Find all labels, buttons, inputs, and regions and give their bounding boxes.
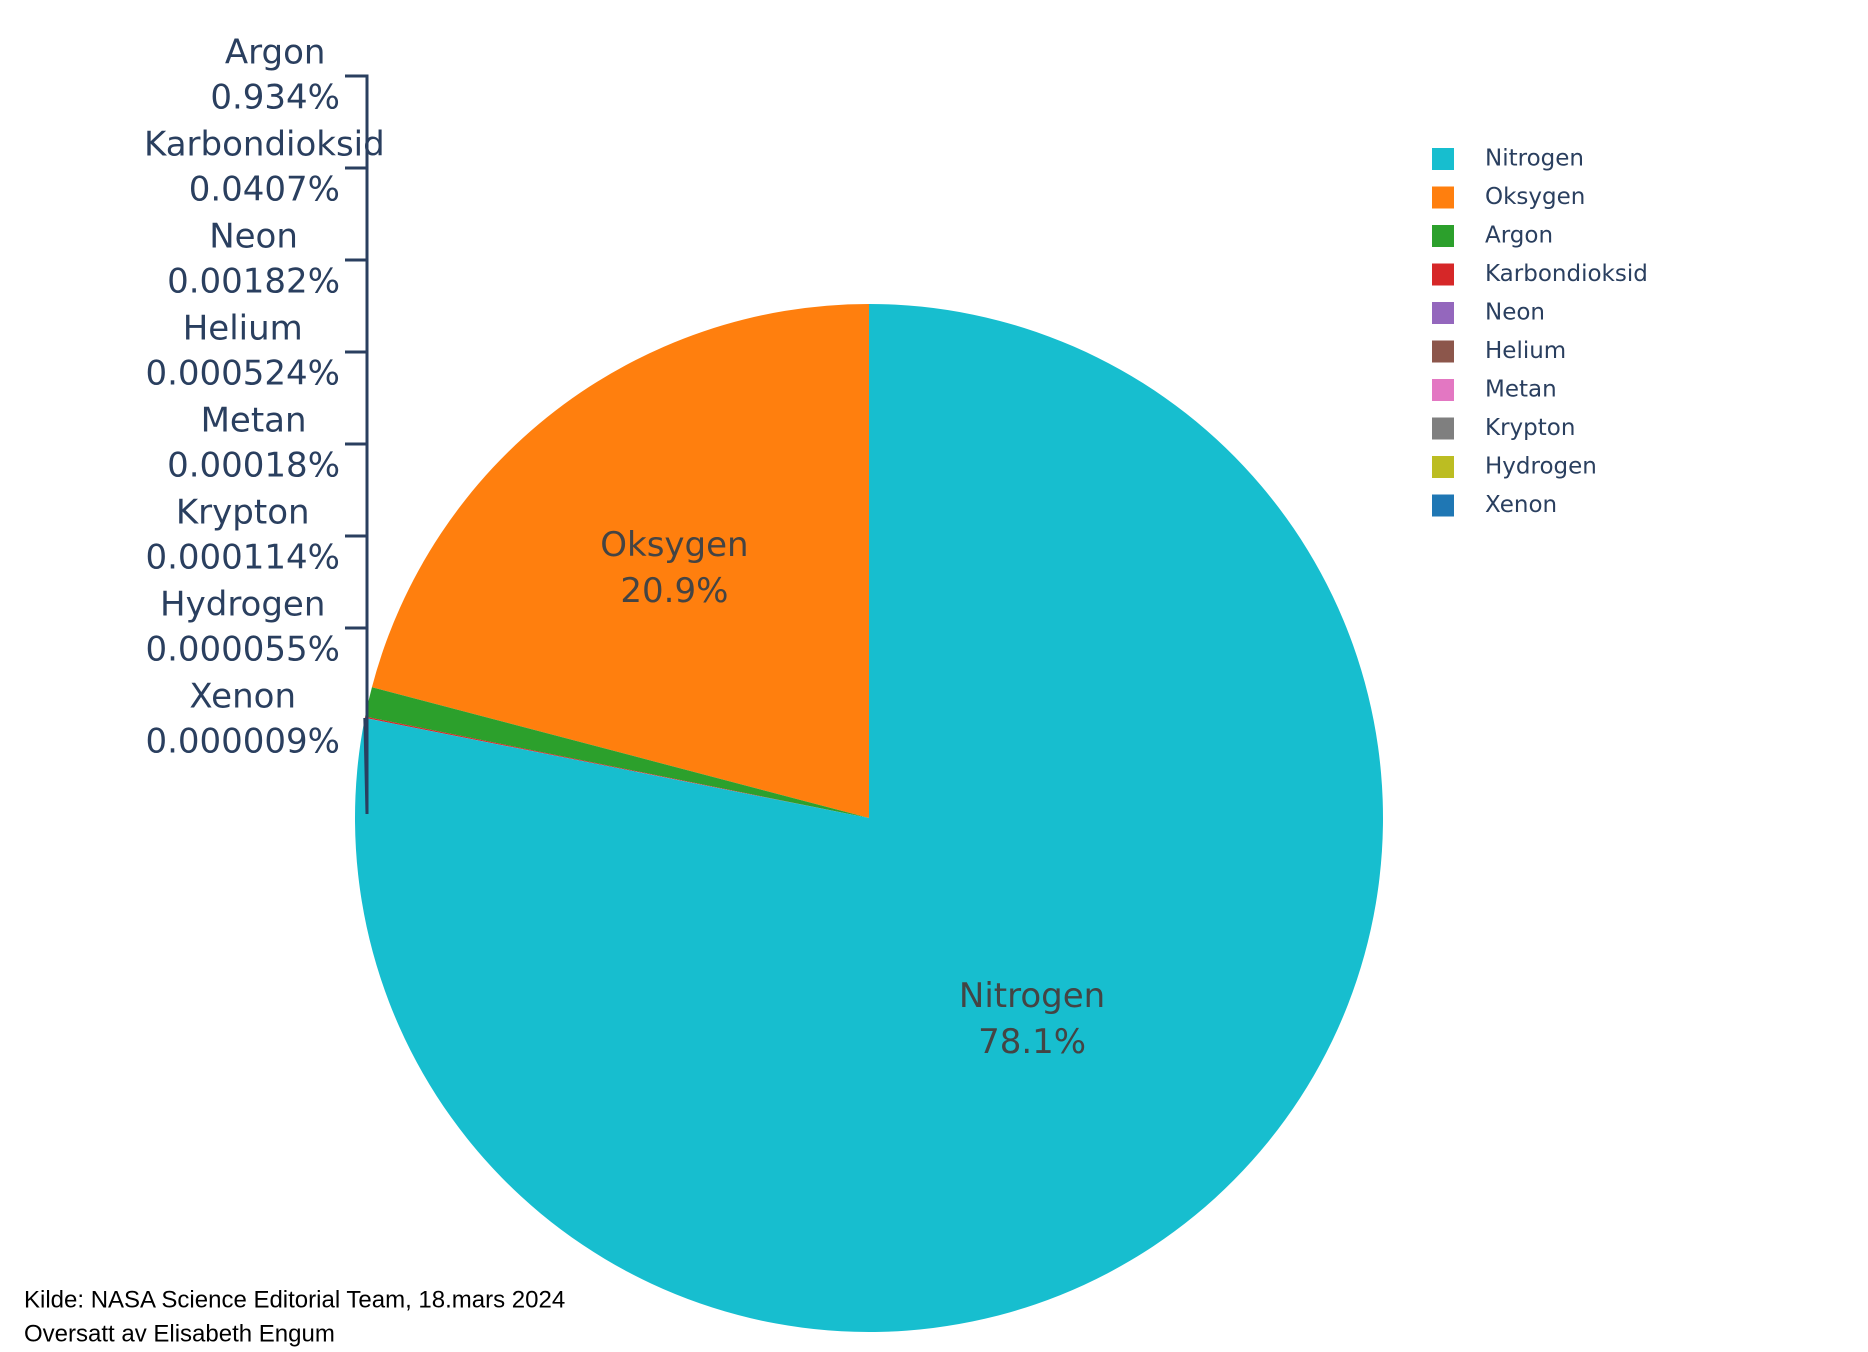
outside-value-label: 0.0407% bbox=[189, 170, 340, 210]
outside-label: Helium bbox=[183, 309, 303, 349]
outside-value-label: 0.00182% bbox=[167, 262, 340, 302]
outside-label: Argon bbox=[225, 33, 326, 73]
legend-swatch bbox=[1432, 379, 1454, 401]
legend-swatch bbox=[1432, 225, 1454, 247]
legend-label: Xenon bbox=[1485, 492, 1557, 518]
legend-swatch bbox=[1432, 340, 1454, 363]
source-note: Oversatt av Elisabeth Engum bbox=[24, 1320, 335, 1347]
legend-swatch bbox=[1432, 417, 1454, 440]
outside-value-label: 0.00018% bbox=[167, 446, 340, 486]
pie-slice bbox=[364, 716, 869, 818]
legend-swatch bbox=[1432, 456, 1454, 478]
outside-value-label: 0.000009% bbox=[145, 722, 340, 762]
pie-slice bbox=[371, 304, 869, 818]
outside-label: Krypton bbox=[176, 493, 310, 533]
outside-label: Hydrogen bbox=[160, 585, 325, 625]
legend-label: Neon bbox=[1485, 300, 1545, 326]
legend-label: Karbondioksid bbox=[1485, 261, 1648, 287]
legend-label: Oksygen bbox=[1485, 184, 1585, 210]
outside-value-label: 0.934% bbox=[210, 78, 340, 118]
legend-label: Argon bbox=[1485, 223, 1553, 249]
pie-slice bbox=[364, 717, 869, 818]
pie-slice bbox=[364, 717, 869, 818]
legend-swatch bbox=[1432, 494, 1454, 517]
slice-label: Oksygen bbox=[600, 525, 748, 565]
slice-value-label: 20.9% bbox=[620, 571, 728, 611]
outside-value-label: 0.000524% bbox=[145, 354, 340, 394]
pie-slice bbox=[364, 717, 869, 818]
legend-label: Krypton bbox=[1485, 415, 1575, 441]
pie-slice bbox=[365, 687, 869, 818]
legend-swatch bbox=[1432, 186, 1454, 209]
slice-label: Nitrogen bbox=[959, 976, 1105, 1016]
legend-label: Helium bbox=[1485, 338, 1566, 364]
legend-label: Nitrogen bbox=[1485, 146, 1584, 172]
outside-value-label: 0.000114% bbox=[145, 538, 340, 578]
source-note: Kilde: NASA Science Editorial Team, 18.m… bbox=[24, 1286, 565, 1313]
legend-swatch bbox=[1432, 302, 1454, 324]
legend-swatch bbox=[1432, 148, 1454, 170]
slice-value-label: 78.1% bbox=[978, 1022, 1086, 1062]
legend-label: Metan bbox=[1485, 377, 1557, 403]
pie-slice bbox=[355, 304, 1383, 1333]
pie-slice bbox=[364, 717, 869, 818]
outside-value-label: 0.000055% bbox=[145, 630, 340, 670]
legend-label: Hydrogen bbox=[1485, 454, 1597, 480]
outside-label: Metan bbox=[201, 401, 307, 441]
bracket-line bbox=[345, 74, 369, 815]
pie-slice bbox=[364, 717, 869, 818]
outside-label: Karbondioksid bbox=[144, 125, 385, 165]
outside-label: Xenon bbox=[189, 677, 296, 717]
outside-label: Neon bbox=[209, 217, 298, 257]
legend-swatch bbox=[1432, 263, 1454, 286]
pie-slice bbox=[364, 717, 869, 818]
